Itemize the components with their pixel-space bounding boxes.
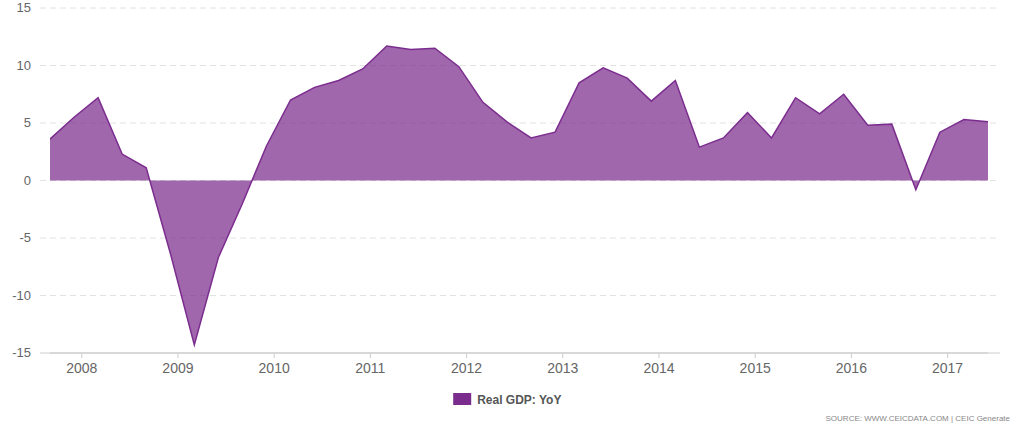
legend-swatch (453, 393, 471, 405)
x-tick-label: 2015 (740, 360, 771, 376)
chart: -15 -10 -5 0 5 10 15 2008 2009 2010 2011 2012 2013 20… (0, 0, 1024, 426)
x-tick-label: 2012 (451, 360, 482, 376)
y-tick-label: -5 (19, 230, 31, 245)
y-tick-label: 0 (24, 173, 31, 188)
grid (40, 8, 1000, 353)
x-tick (466, 353, 467, 358)
x-tick-label: 2010 (259, 360, 290, 376)
legend: Real GDP: YoY (453, 393, 561, 407)
legend-label: Real GDP: YoY (477, 393, 561, 407)
x-tick (81, 353, 82, 358)
x-tick-label: 2008 (66, 360, 97, 376)
y-tick-label: 5 (24, 115, 31, 130)
x-tick-label: 2016 (836, 360, 867, 376)
x-tick-label: 2017 (932, 360, 963, 376)
source-note: SOURCE: WWW.CEICDATA.COM | CEIC Generate (826, 414, 1011, 423)
x-tick (274, 353, 275, 358)
x-tick (562, 353, 563, 358)
x-tick (755, 353, 756, 358)
line (50, 46, 988, 345)
grid-line (40, 65, 1000, 66)
x-axis-line (50, 353, 988, 354)
x-tick (370, 353, 371, 358)
x-tick-label: 2011 (355, 360, 385, 376)
area (50, 46, 988, 345)
x-tick-label: 2013 (547, 360, 578, 376)
x-tick-label: 2009 (162, 360, 193, 376)
grid-line (40, 8, 1000, 9)
y-tick-label: -10 (12, 288, 31, 303)
x-tick (658, 353, 659, 358)
grid-line (40, 353, 1000, 354)
x-tick (851, 353, 852, 358)
y-tick-label: 15 (17, 0, 31, 15)
x-tick (177, 353, 178, 358)
plot-area (50, 46, 988, 345)
y-tick-label: 10 (17, 58, 31, 73)
x-tick-label: 2014 (643, 360, 674, 376)
y-tick-label: -15 (12, 345, 31, 360)
x-tick (947, 353, 948, 358)
